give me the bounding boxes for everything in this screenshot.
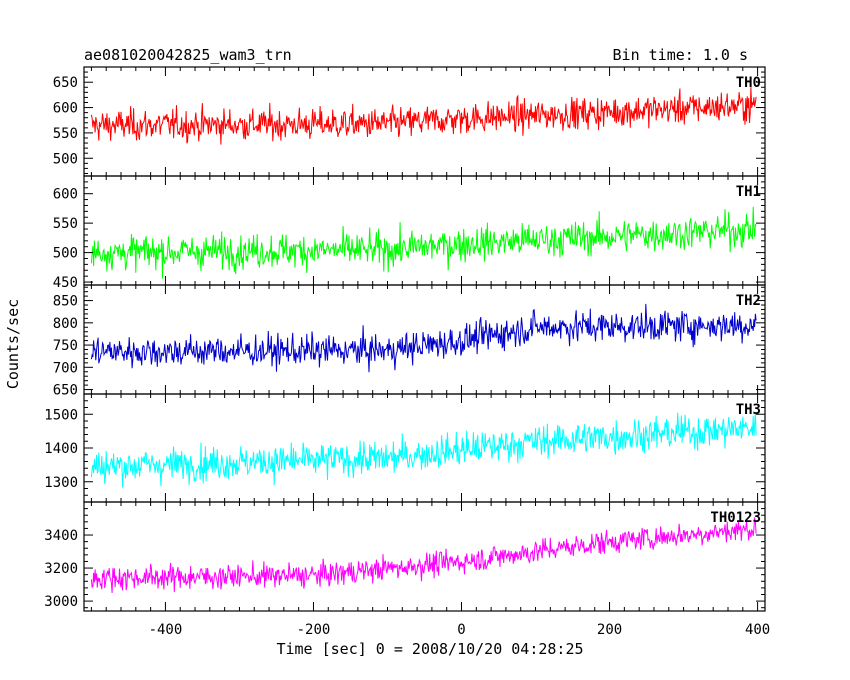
series-line-th0123 <box>90 517 757 594</box>
series-line-th0 <box>90 87 757 145</box>
series-label-th3: TH3 <box>736 402 761 418</box>
y-tick-label-th0: 600 <box>53 101 78 117</box>
bin-time-label: Bin time: 1.0 s <box>613 46 748 64</box>
series-label-th2: TH2 <box>736 293 761 309</box>
y-tick-label-th2: 700 <box>53 360 78 376</box>
y-tick-label-th3: 1300 <box>44 475 78 491</box>
y-tick-label-th1: 550 <box>53 216 78 232</box>
y-tick-label-th2: 750 <box>53 338 78 354</box>
y-tick-label-th1: 450 <box>53 275 78 291</box>
x-tick-label: -200 <box>297 622 331 638</box>
x-tick-label: 200 <box>597 622 622 638</box>
panel-frame-th1 <box>83 175 766 286</box>
y-tick-label-th0: 500 <box>53 151 78 167</box>
y-tick-label-th0: 550 <box>53 126 78 142</box>
y-tick-label-th3: 1500 <box>44 407 78 423</box>
panel-frame-th0123 <box>83 501 766 612</box>
y-tick-label-th1: 600 <box>53 187 78 203</box>
series-label-th1: TH1 <box>736 184 761 200</box>
series-line-th2 <box>90 303 757 373</box>
y-tick-label-th2: 650 <box>53 383 78 399</box>
y-tick-label-th0: 650 <box>53 75 78 91</box>
series-line-th3 <box>90 412 757 488</box>
y-axis-label: Counts/sec <box>4 299 22 389</box>
y-tick-label-th3: 1400 <box>44 441 78 457</box>
x-tick-label: 400 <box>745 622 770 638</box>
series-label-th0123: TH0123 <box>710 510 761 526</box>
y-tick-label-th0123: 3400 <box>44 528 78 544</box>
x-tick-label: -400 <box>149 622 183 638</box>
y-tick-label-th0123: 3200 <box>44 561 78 577</box>
x-axis-label: Time [sec] 0 = 2008/10/20 04:28:25 <box>276 640 583 658</box>
series-label-th0: TH0 <box>736 75 761 91</box>
series-line-th1 <box>90 206 757 279</box>
panel-frame-th3 <box>83 393 766 503</box>
y-tick-label-th2: 800 <box>53 316 78 332</box>
y-tick-label-th0123: 3000 <box>44 594 78 610</box>
y-tick-label-th2: 850 <box>53 294 78 310</box>
chart-title: ae081020042825_wam3_trn <box>84 46 292 64</box>
x-tick-label: 0 <box>457 622 465 638</box>
y-tick-label-th1: 500 <box>53 246 78 262</box>
